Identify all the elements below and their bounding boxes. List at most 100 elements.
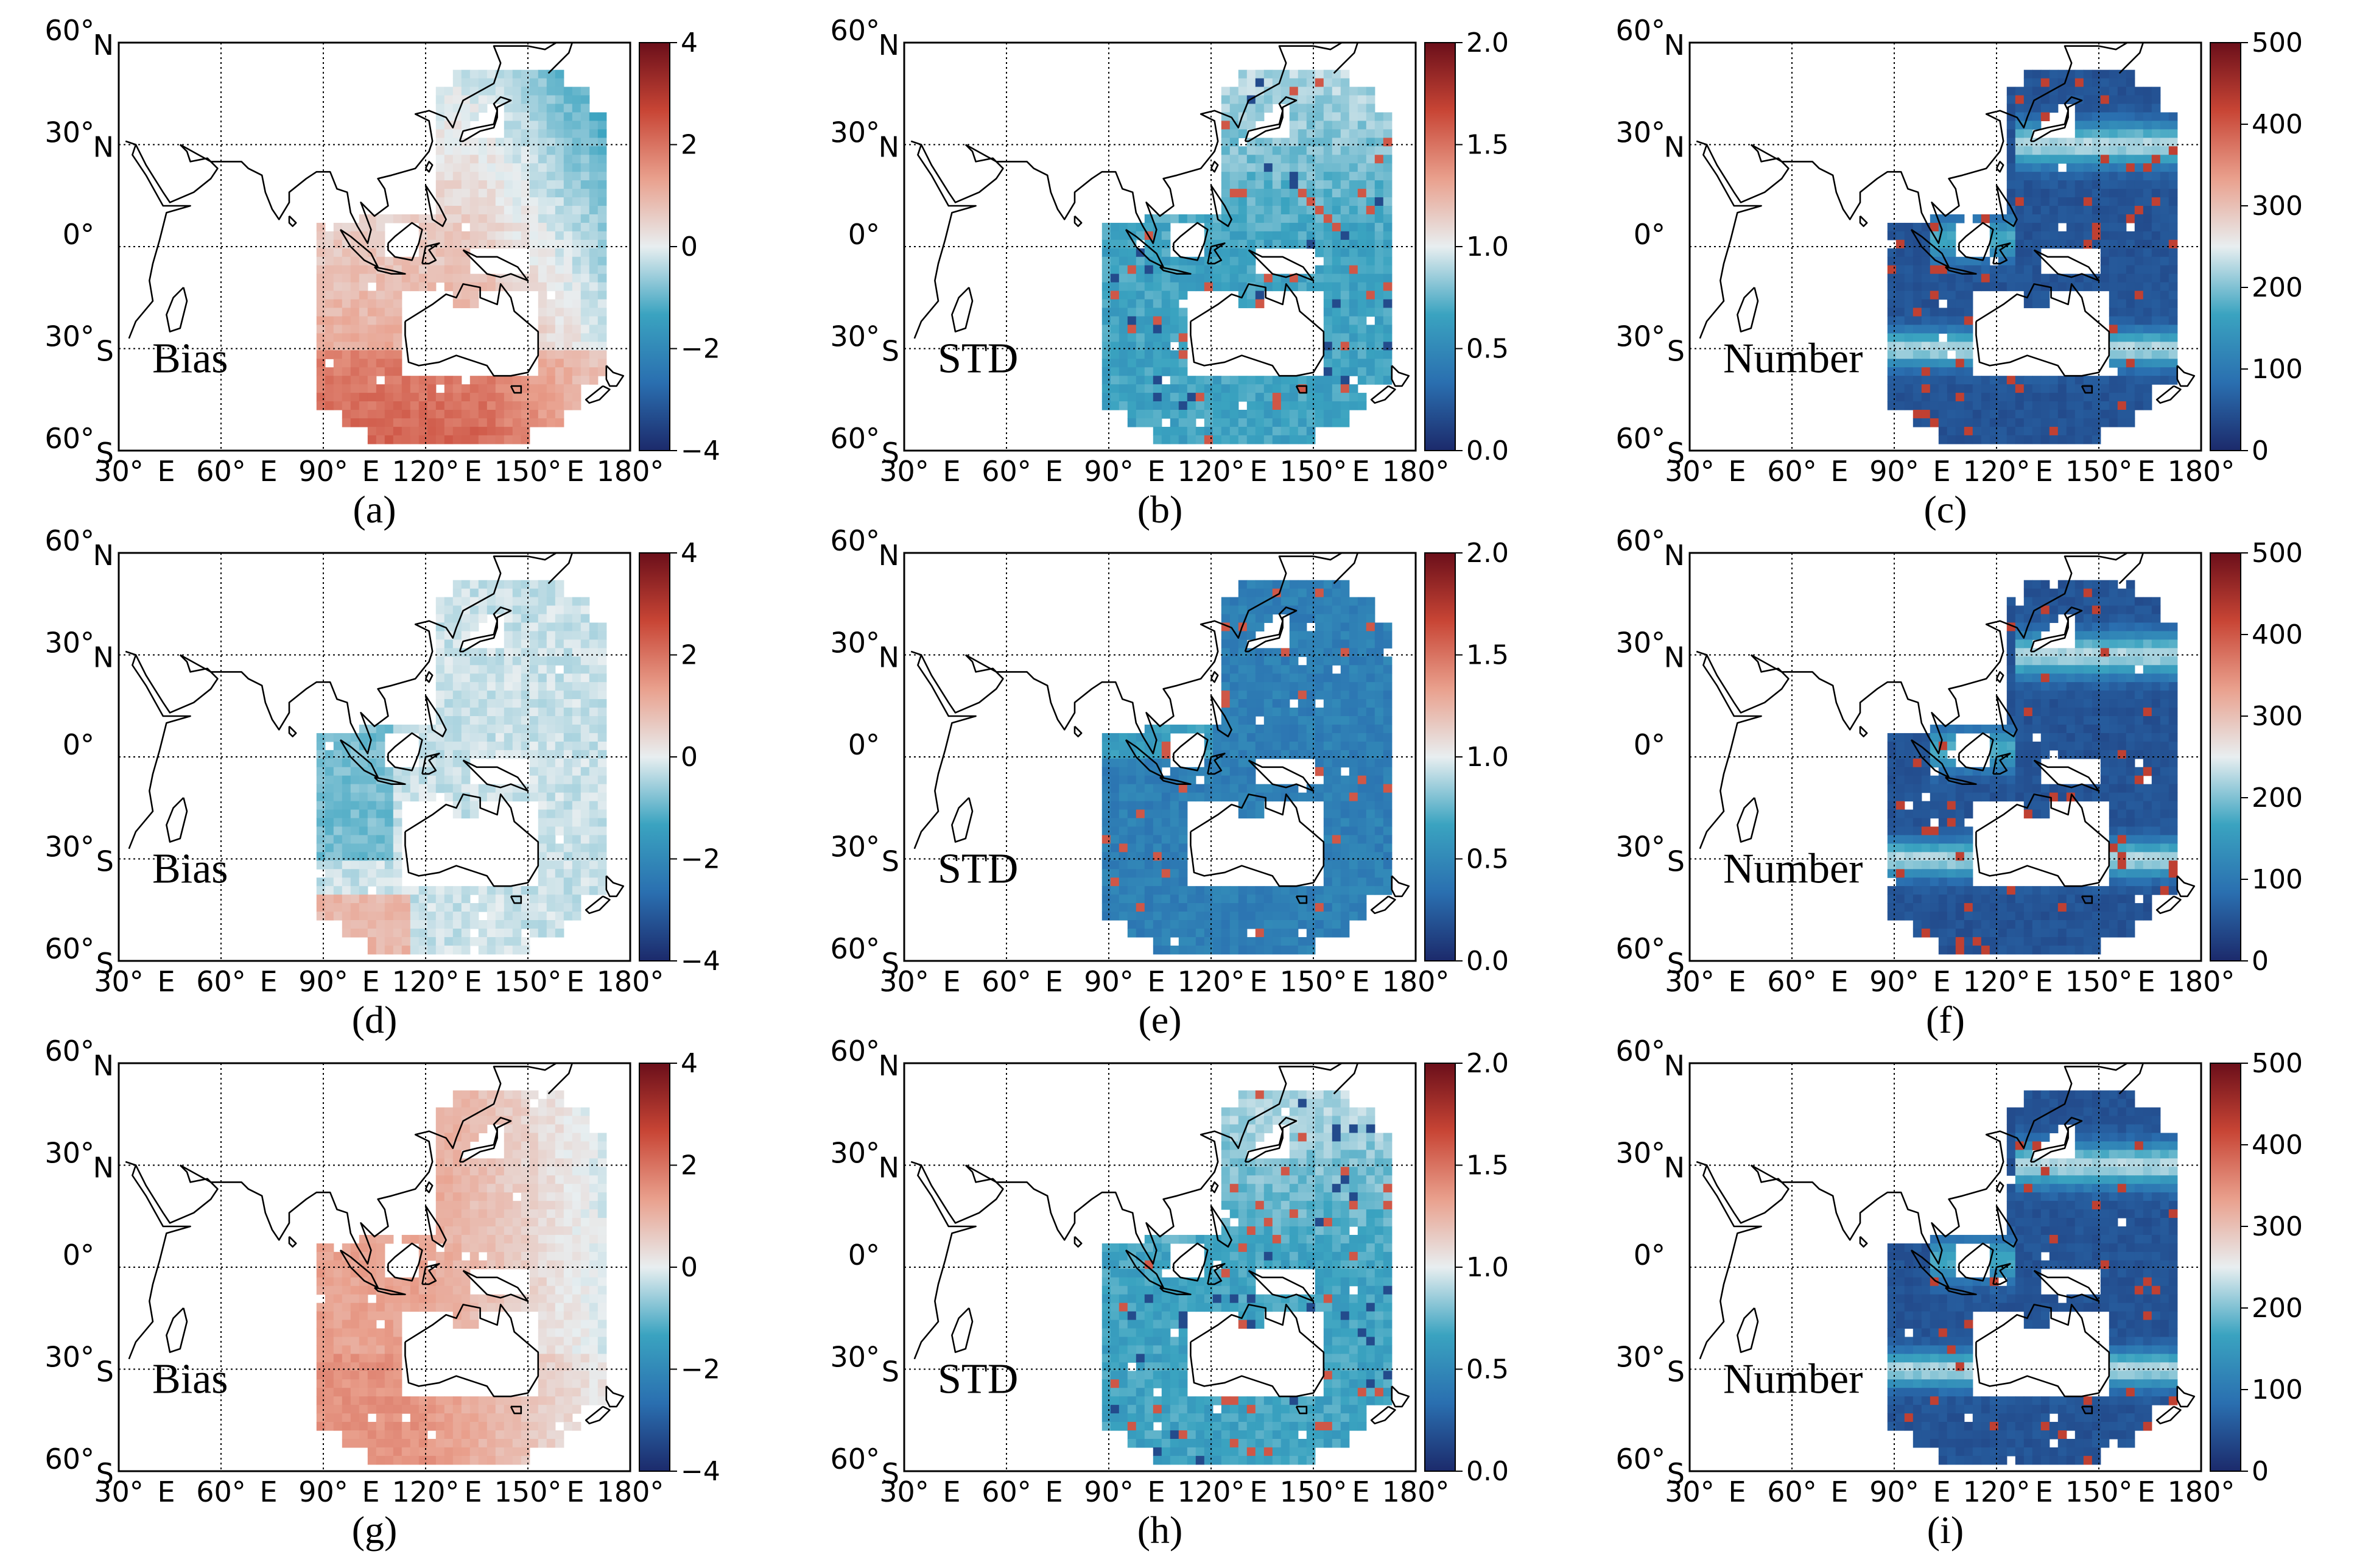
- grid-cell: [2032, 231, 2042, 241]
- grid-cell: [461, 384, 471, 393]
- grid-cell: [1263, 895, 1273, 904]
- grid-cell: [1238, 172, 1248, 181]
- grid-cell: [580, 699, 590, 708]
- grid-cell: [1895, 222, 1905, 232]
- grid-cell: [1178, 886, 1188, 895]
- coastline: [951, 287, 974, 332]
- grid-cell: [538, 852, 547, 861]
- grid-cell: [316, 758, 326, 768]
- grid-cell: [487, 393, 496, 402]
- grid-cell: [384, 903, 394, 912]
- grid-cell: [461, 945, 471, 955]
- grid-cell: [504, 622, 513, 632]
- coastline: [125, 140, 191, 339]
- grid-cell: [376, 325, 385, 334]
- grid-cell: [1110, 775, 1120, 785]
- grid-cell: [1153, 843, 1162, 853]
- grid-cell: [1315, 197, 1324, 206]
- grid-cell: [1161, 273, 1171, 283]
- panel-label: (a): [353, 488, 396, 531]
- grid-cell: [1212, 741, 1222, 751]
- grid-cell: [461, 155, 471, 164]
- grid-cell: [2117, 256, 2127, 266]
- grid-cell: [2151, 333, 2161, 342]
- grid-cell: [1921, 359, 1931, 368]
- grid-cell: [350, 895, 360, 904]
- grid-cell: [1921, 350, 1931, 359]
- grid-cell: [1136, 809, 1145, 819]
- grid-cell: [342, 359, 351, 368]
- grid-cell: [359, 256, 368, 266]
- grid-cell: [512, 129, 522, 138]
- grid-cell: [1989, 401, 1999, 410]
- grid-cell: [2040, 95, 2050, 105]
- grid-cell: [563, 138, 573, 147]
- grid-cell: [1221, 665, 1231, 674]
- grid-cell: [1366, 155, 1375, 164]
- grid-cell: [1981, 418, 1990, 427]
- grid-cell: [469, 912, 479, 921]
- grid-cell: [1161, 860, 1171, 870]
- grid-cell: [333, 775, 343, 785]
- grid-cell: [1127, 299, 1137, 309]
- grid-cell: [1187, 928, 1196, 938]
- grid-cell: [1374, 282, 1384, 292]
- grid-cell: [589, 691, 599, 700]
- map-frame: [1688, 41, 2202, 452]
- grid-cell: [504, 937, 513, 946]
- grid-cell: [1255, 290, 1265, 300]
- grid-cell: [2160, 350, 2169, 359]
- grid-cell: [461, 104, 471, 113]
- grid-cell: [1357, 316, 1367, 326]
- grid-cell: [1101, 767, 1111, 776]
- lon-hemisphere-label: E: [1147, 455, 1165, 488]
- grid-cell: [401, 784, 411, 793]
- grid-cell: [469, 784, 479, 793]
- grid-cell: [2023, 401, 2033, 410]
- grid-cell: [529, 691, 539, 700]
- grid-cell: [2006, 86, 2016, 96]
- grid-cell: [316, 393, 326, 402]
- grid-cell: [1246, 265, 1256, 275]
- grid-cell: [367, 393, 377, 402]
- grid-cell: [1119, 767, 1128, 776]
- grid-cell: [1332, 682, 1341, 691]
- grid-cell: [1323, 682, 1333, 691]
- grid-cell: [401, 724, 411, 734]
- grid-cell: [1238, 580, 1248, 589]
- grid-cell: [1315, 121, 1324, 130]
- grid-cell: [589, 333, 599, 342]
- grid-cell: [410, 912, 420, 921]
- grid-cell: [529, 239, 539, 249]
- grid-cell: [1255, 104, 1265, 113]
- grid-cell: [1255, 937, 1265, 946]
- lat-tick-label: 30°: [1615, 320, 1665, 353]
- grid-cell: [1246, 809, 1256, 819]
- grid-cell: [1144, 733, 1154, 742]
- grid-cell: [350, 273, 360, 283]
- grid-cell: [1340, 614, 1350, 624]
- grid-cell: [1153, 333, 1162, 342]
- grid-cell: [529, 767, 539, 776]
- coastline: [1210, 185, 1232, 227]
- grid-cell: [1349, 699, 1358, 708]
- grid-cell: [2151, 163, 2161, 172]
- grid-cell: [410, 401, 420, 410]
- grid-cell: [1161, 239, 1171, 249]
- grid-cell: [1144, 316, 1154, 326]
- grid-cell: [1136, 852, 1145, 861]
- grid-cell: [555, 580, 564, 589]
- grid-cell: [1127, 775, 1137, 785]
- grid-cell: [376, 308, 385, 317]
- grid-cell: [1895, 299, 1905, 309]
- grid-cell: [1947, 384, 1956, 393]
- grid-cell: [1229, 699, 1239, 708]
- grid-cell: [2049, 222, 2059, 232]
- grid-cell: [401, 393, 411, 402]
- map-svg: 60°N30°N0°30° S60° S30° E 60° E 90° E 120° E 150° E…: [44, 524, 720, 998]
- grid-cell: [376, 733, 385, 742]
- grid-cell: [572, 767, 581, 776]
- grid-cell: [555, 682, 564, 691]
- grid-cell: [1119, 308, 1128, 317]
- grid-cell: [1315, 155, 1324, 164]
